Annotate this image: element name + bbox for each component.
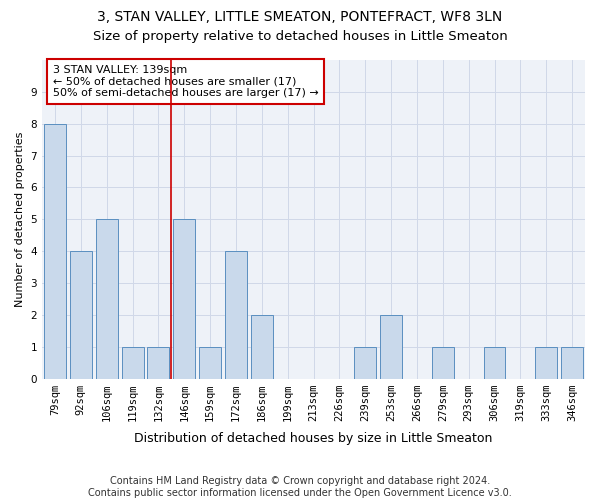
Text: Size of property relative to detached houses in Little Smeaton: Size of property relative to detached ho… xyxy=(92,30,508,43)
Text: 3, STAN VALLEY, LITTLE SMEATON, PONTEFRACT, WF8 3LN: 3, STAN VALLEY, LITTLE SMEATON, PONTEFRA… xyxy=(97,10,503,24)
Bar xyxy=(561,346,583,378)
Text: Contains HM Land Registry data © Crown copyright and database right 2024.
Contai: Contains HM Land Registry data © Crown c… xyxy=(88,476,512,498)
X-axis label: Distribution of detached houses by size in Little Smeaton: Distribution of detached houses by size … xyxy=(134,432,493,445)
Y-axis label: Number of detached properties: Number of detached properties xyxy=(15,132,25,307)
Bar xyxy=(354,346,376,378)
Bar xyxy=(432,346,454,378)
Bar xyxy=(225,251,247,378)
Bar xyxy=(535,346,557,378)
Bar xyxy=(251,315,273,378)
Bar xyxy=(199,346,221,378)
Bar xyxy=(95,220,118,378)
Bar xyxy=(380,315,402,378)
Bar xyxy=(70,251,92,378)
Text: 3 STAN VALLEY: 139sqm
← 50% of detached houses are smaller (17)
50% of semi-deta: 3 STAN VALLEY: 139sqm ← 50% of detached … xyxy=(53,65,319,98)
Bar xyxy=(122,346,143,378)
Bar xyxy=(484,346,505,378)
Bar xyxy=(148,346,169,378)
Bar xyxy=(173,220,195,378)
Bar xyxy=(44,124,66,378)
